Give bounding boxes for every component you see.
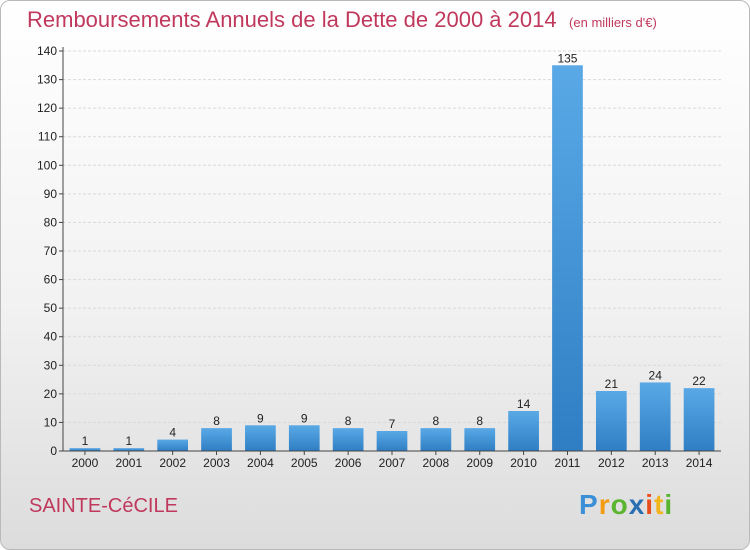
commune-name: SAINTE-CéCILE bbox=[29, 495, 178, 517]
value-label: 24 bbox=[649, 368, 663, 382]
value-label: 14 bbox=[517, 397, 531, 411]
bars bbox=[69, 65, 715, 452]
value-label: 8 bbox=[345, 414, 352, 428]
logo-letter: r bbox=[598, 489, 611, 520]
y-tick-label: 130 bbox=[37, 73, 57, 87]
bar-2005 bbox=[288, 425, 320, 451]
grid-lines bbox=[63, 50, 721, 423]
y-tick-label: 80 bbox=[44, 215, 58, 229]
value-label: 7 bbox=[389, 417, 396, 431]
y-tick-label: 140 bbox=[37, 44, 57, 58]
y-tick-label: 70 bbox=[44, 244, 58, 258]
bar-2004 bbox=[245, 425, 276, 451]
x-tick-label: 2005 bbox=[291, 456, 318, 470]
x-tick-label: 2014 bbox=[686, 456, 713, 470]
value-label: 9 bbox=[257, 411, 264, 425]
x-tick-label: 2004 bbox=[247, 456, 274, 470]
y-tick-label: 10 bbox=[44, 415, 58, 429]
logo-letter: t bbox=[654, 489, 665, 520]
y-tick-label: 120 bbox=[37, 101, 57, 115]
value-label: 8 bbox=[213, 414, 220, 428]
value-label: 8 bbox=[476, 414, 483, 428]
logo-letter: P bbox=[579, 489, 599, 520]
value-label: 1 bbox=[82, 434, 89, 448]
y-tick-label: 30 bbox=[44, 358, 58, 372]
x-tick-label: 2010 bbox=[510, 456, 537, 470]
chart-unit: (en milliers d'€) bbox=[569, 15, 657, 30]
y-tick-label: 60 bbox=[44, 273, 58, 287]
bar-2000 bbox=[69, 448, 101, 451]
bar-2002 bbox=[157, 439, 189, 451]
x-tick-label: 2009 bbox=[466, 456, 493, 470]
title-row: Remboursements Annuels de la Dette de 20… bbox=[27, 7, 657, 33]
value-label: 8 bbox=[433, 414, 440, 428]
bar-2008 bbox=[420, 428, 452, 451]
bar-2009 bbox=[464, 428, 496, 451]
x-tick-label: 2007 bbox=[379, 456, 406, 470]
value-label: 1 bbox=[125, 434, 132, 448]
value-label: 4 bbox=[169, 426, 176, 440]
value-label: 135 bbox=[557, 51, 577, 65]
value-label: 22 bbox=[692, 374, 706, 388]
x-tick-label: 2002 bbox=[159, 456, 186, 470]
bar-2013 bbox=[639, 382, 671, 451]
y-tick-label: 20 bbox=[44, 387, 58, 401]
bar-2001 bbox=[113, 448, 145, 451]
bar-2010 bbox=[508, 411, 539, 451]
y-tick-label: 110 bbox=[38, 130, 57, 144]
bar-2014 bbox=[683, 388, 715, 451]
labels: 0 10 20 30 40 50 60 70 80 90 100 110 120 130 140 2000 1 2… bbox=[37, 44, 713, 470]
x-tick-label: 2011 bbox=[555, 456, 581, 470]
x-tick-label: 2008 bbox=[423, 456, 450, 470]
x-tick-label: 2003 bbox=[203, 456, 230, 470]
x-tick-label: 2013 bbox=[642, 456, 669, 470]
y-tick-label: 90 bbox=[44, 187, 58, 201]
bar-2003 bbox=[201, 428, 232, 451]
logo-letter: x bbox=[628, 489, 646, 520]
y-tick-label: 40 bbox=[44, 330, 58, 344]
logo-letter: i bbox=[645, 489, 655, 520]
value-label: 21 bbox=[605, 377, 619, 391]
y-tick-label: 100 bbox=[37, 158, 57, 172]
bar-2006 bbox=[332, 428, 364, 451]
y-tick-label: 0 bbox=[50, 444, 57, 458]
bar-2012 bbox=[595, 391, 627, 451]
logo-letter: o bbox=[610, 489, 629, 520]
chart-title: Remboursements Annuels de la Dette de 20… bbox=[27, 7, 557, 32]
bar-2007 bbox=[376, 431, 408, 451]
x-tick-label: 2006 bbox=[335, 456, 362, 470]
x-tick-label: 2001 bbox=[115, 456, 142, 470]
proxiti-logo: Proxiti bbox=[579, 489, 673, 521]
value-label: 9 bbox=[301, 411, 308, 425]
axes bbox=[59, 47, 721, 455]
y-tick-label: 50 bbox=[44, 301, 58, 315]
logo-letter: i bbox=[664, 489, 674, 520]
x-tick-label: 2012 bbox=[598, 456, 625, 470]
x-tick-label: 2000 bbox=[72, 456, 99, 470]
bar-2011 bbox=[552, 65, 583, 452]
